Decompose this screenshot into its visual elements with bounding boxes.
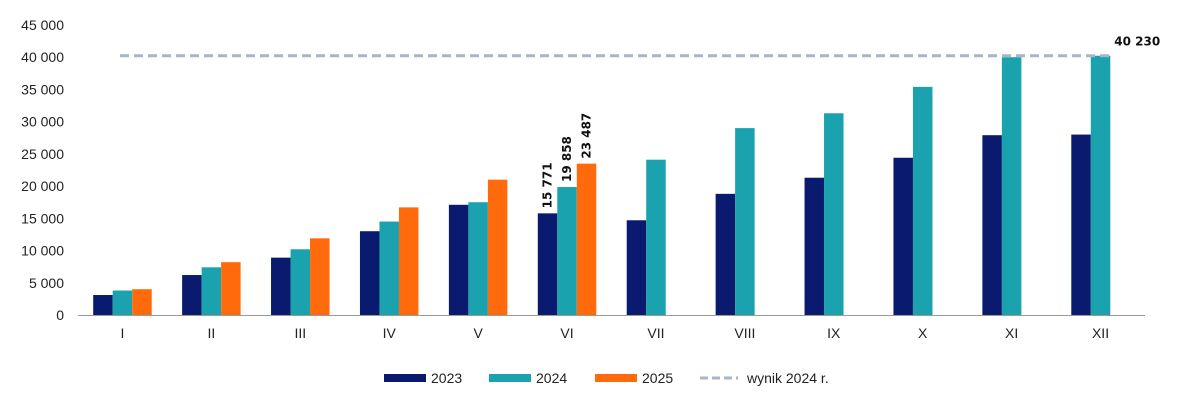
bar-2024-V — [468, 202, 488, 315]
data-label: 19 858 — [560, 136, 574, 182]
bar-2023-XII — [1071, 134, 1091, 315]
y-tick-label: 30 000 — [21, 114, 64, 130]
y-axis: 0 5 000 10 000 15 000 20 000 25 000 30 000 35 0… — [21, 17, 64, 323]
bar-2023-I — [93, 295, 113, 315]
bar-2025-I — [132, 289, 152, 315]
data-label: 23 487 — [580, 113, 594, 159]
bar-2023-VII — [626, 220, 647, 315]
x-tick-label: V — [473, 325, 483, 341]
y-tick-label: 35 000 — [21, 81, 64, 97]
bar-2024-IX — [824, 113, 844, 315]
x-tick-label: II — [207, 325, 215, 341]
x-tick-label: XII — [1092, 325, 1109, 341]
x-tick-label: III — [294, 325, 306, 341]
legend-item: 2024 — [489, 370, 567, 386]
bar-2025-VI — [576, 163, 597, 315]
bar-2023-V — [448, 204, 469, 315]
y-tick-label: 10 000 — [21, 243, 64, 259]
bar-2024-IV — [379, 221, 399, 315]
x-tick-label: X — [918, 325, 928, 341]
x-tick-label: IV — [383, 325, 397, 341]
bar-2024-VI — [557, 187, 577, 315]
x-tick-label: VI — [560, 325, 573, 341]
bar-2024-VIII — [735, 128, 755, 315]
bar-2025-V — [487, 179, 508, 315]
y-tick-label: 0 — [56, 307, 64, 323]
y-tick-label: 5 000 — [29, 275, 64, 291]
y-tick-label: 45 000 — [21, 17, 64, 33]
legend-item: wynik 2024 r. — [700, 370, 829, 386]
bar-2023-X — [893, 157, 913, 315]
bar-2024-X — [912, 86, 933, 316]
bar-2024-I — [112, 290, 133, 315]
y-tick-label: 20 000 — [21, 178, 64, 194]
x-tick-label: XI — [1005, 325, 1018, 341]
legend-swatch — [384, 374, 426, 382]
bar-2025-III — [310, 238, 330, 315]
bars — [93, 55, 1111, 316]
legend-label: 2024 — [536, 370, 567, 386]
bar-2025-IV — [398, 207, 419, 315]
x-tick-label: VII — [647, 325, 664, 341]
bar-2023-IV — [359, 231, 380, 315]
bar-2024-II — [201, 267, 222, 315]
legend-swatch — [489, 374, 531, 382]
legend-label: 2025 — [642, 370, 673, 386]
bar-2025-II — [221, 262, 241, 315]
y-tick-label: 40 000 — [21, 49, 64, 65]
x-tick-label: VIII — [734, 325, 755, 341]
bar-2024-XI — [1001, 57, 1022, 315]
data-labels: 15 771 19 858 23 487 40 230 — [541, 35, 1161, 209]
bar-2023-IX — [804, 177, 825, 315]
x-tick-label: I — [121, 325, 125, 341]
legend-item: 2023 — [384, 370, 462, 386]
bar-2023-II — [182, 275, 202, 315]
bar-2023-VI — [537, 213, 558, 315]
legend-swatch — [595, 374, 637, 382]
bar-2023-III — [271, 257, 291, 315]
y-tick-label: 15 000 — [21, 210, 64, 226]
bar-2023-XI — [982, 135, 1002, 315]
data-label: 40 230 — [1114, 35, 1160, 49]
bar-2024-XII — [1090, 55, 1111, 316]
bar-2023-VIII — [715, 193, 736, 315]
data-label: 15 771 — [541, 162, 555, 208]
legend-label: wynik 2024 r. — [746, 370, 829, 386]
bar-2024-III — [290, 249, 311, 315]
x-tick-label: IX — [827, 325, 841, 341]
bar-2024-VII — [646, 159, 666, 315]
y-tick-label: 25 000 — [21, 146, 64, 162]
legend: 2023 2024 2025 wynik 2024 r. — [384, 370, 829, 386]
legend-label: 2023 — [431, 370, 462, 386]
legend-item: 2025 — [595, 370, 673, 386]
x-axis: I II III IV V VI VII VIII IX X XI XII — [78, 315, 1145, 341]
